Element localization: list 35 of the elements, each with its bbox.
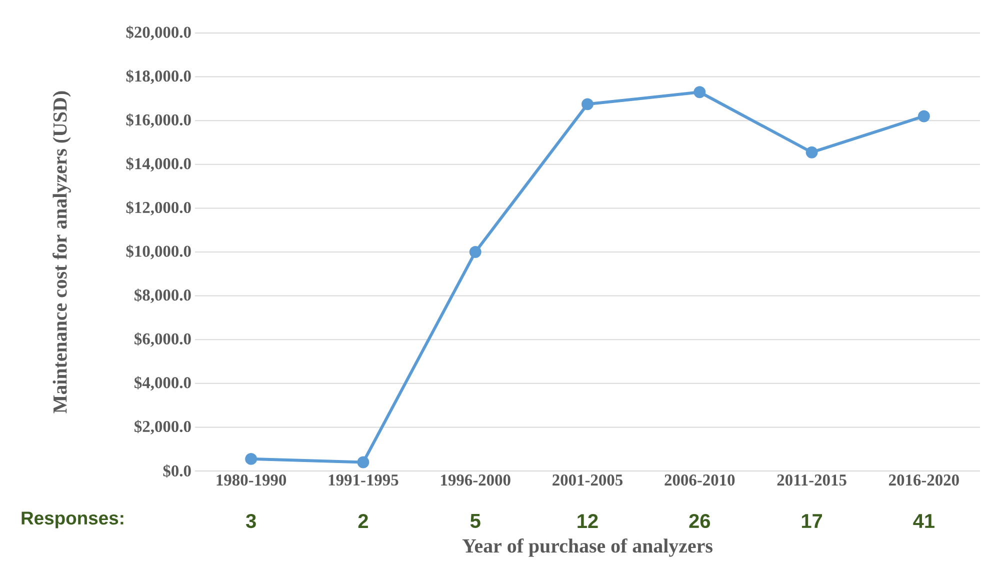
x-tick-label: 1996-2000 (441, 474, 510, 486)
x-tick-label: 1991-1995 (328, 474, 398, 486)
point (469, 246, 482, 258)
point (357, 456, 370, 468)
y-tick-label: $0.0 (163, 464, 191, 478)
y-tick-label: $12,000.0 (126, 200, 191, 216)
point (582, 98, 594, 110)
point (806, 146, 818, 158)
y-tick-label: $6,000.0 (134, 332, 191, 347)
y-tick-label: $4,000.0 (134, 376, 191, 391)
point (245, 452, 258, 465)
x-tick-label: 2016-2020 (889, 474, 959, 486)
y-tick-label: $8,000.0 (134, 288, 191, 304)
y-tick-label: $16,000.0 (126, 113, 191, 128)
text: 12 (578, 514, 598, 528)
x-axis-title: Year of purchase of analyzers (462, 538, 712, 557)
text: 3 (246, 514, 256, 528)
y-axis-title: Maintenance cost for analyzers (USD) (52, 91, 71, 414)
text: 2 (358, 514, 368, 528)
x-tick-label: 1980-1990 (216, 474, 286, 486)
x-tick-label: 2011-2015 (777, 474, 846, 486)
text: 17 (802, 514, 822, 528)
text: Responses: (22, 512, 124, 528)
y-tick-label: $18,000.0 (126, 70, 191, 84)
text: 5 (470, 514, 480, 528)
y-tick-label: $20,000.0 (126, 26, 191, 40)
text: 41 (913, 514, 934, 528)
point (918, 110, 930, 122)
y-tick-label: $14,000.0 (126, 157, 191, 172)
point (694, 86, 706, 98)
x-tick-label: 2006-2010 (664, 474, 735, 486)
x-tick-label: 2001-2005 (552, 474, 623, 486)
y-tick-label: $2,000.0 (134, 420, 191, 434)
y-tick-label: $10,000.0 (126, 244, 191, 260)
text: 26 (689, 514, 710, 528)
